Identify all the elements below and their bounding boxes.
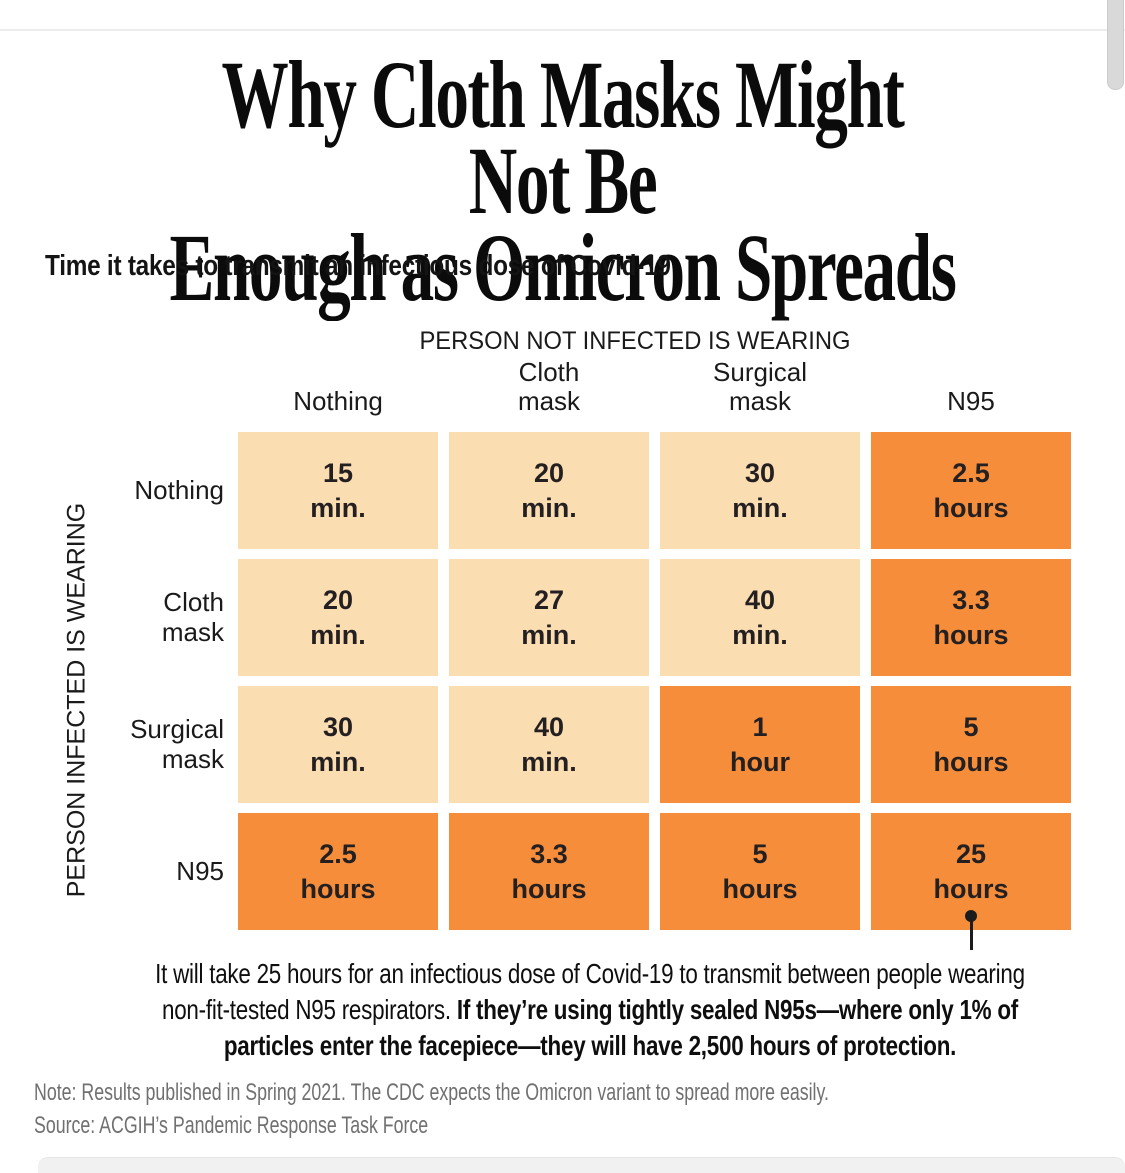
cell-value: 40 xyxy=(533,712,565,743)
cell-unit: min. xyxy=(732,492,788,523)
heatmap-cell-r1c2: 40 min. xyxy=(660,559,860,676)
cell-unit: min. xyxy=(310,746,366,777)
heatmap-cell-r2c0: 30 min. xyxy=(238,686,438,803)
column-header-cloth-mask: Cloth mask xyxy=(517,356,581,416)
annotation-line-2: non-fit-tested N95 respirators. If they’… xyxy=(162,993,1018,1025)
annotation-dot xyxy=(965,910,977,922)
cell-unit: hours xyxy=(511,873,587,904)
cell-unit: hours xyxy=(933,746,1009,777)
cell-value: 27 xyxy=(533,585,565,616)
next-card-top-edge xyxy=(38,1157,1125,1173)
row-label-surgical-mask: Surgical mask xyxy=(130,714,224,774)
row-label-nothing: Nothing xyxy=(134,474,224,505)
heatmap-cell-r2c1: 40 min. xyxy=(449,686,649,803)
cell-value: 2.5 xyxy=(952,458,990,489)
heatmap-cell-r1c3: 3.3 hours xyxy=(871,559,1071,676)
cell-unit: min. xyxy=(732,619,788,650)
source-text: Source: ACGIH’s Pandemic Response Task F… xyxy=(34,1112,429,1139)
chart-subtitle: Time it takes to transmit an infectious … xyxy=(45,250,671,282)
cell-unit: hours xyxy=(933,492,1009,523)
cell-value: 1 xyxy=(752,712,768,743)
page-title-line-2: Enough as Omicron Spreads xyxy=(169,213,957,321)
page-title-line-1: Why Cloth Masks Might Not Be xyxy=(221,41,905,235)
cell-value: 20 xyxy=(322,585,354,616)
cell-unit: min. xyxy=(521,492,577,523)
heatmap-cell-r0c0: 15 min. xyxy=(238,432,438,549)
heatmap-cell-r0c3: 2.5 hours xyxy=(871,432,1071,549)
column-header-nothing: Nothing xyxy=(293,385,383,416)
note-text: Note: Results published in Spring 2021. … xyxy=(34,1079,829,1106)
cell-unit: hour xyxy=(730,746,790,777)
annotation-line-1: It will take 25 hours for an infectious … xyxy=(155,958,1025,989)
top-divider xyxy=(0,29,1125,31)
cell-value: 20 xyxy=(533,458,565,489)
heatmap-cell-r0c2: 30 min. xyxy=(660,432,860,549)
cell-unit: min. xyxy=(310,492,366,523)
cell-unit: hours xyxy=(933,619,1009,650)
heatmap-cell-r3c2: 5 hours xyxy=(660,813,860,930)
scrollbar-thumb[interactable] xyxy=(1107,0,1124,90)
cell-value: 25 xyxy=(955,839,987,870)
cell-unit: min. xyxy=(310,619,366,650)
cell-value: 3.3 xyxy=(530,839,568,870)
row-label-n95: N95 xyxy=(176,855,224,886)
cell-value: 5 xyxy=(963,712,979,743)
cell-value: 2.5 xyxy=(319,839,357,870)
heatmap-cell-r1c1: 27 min. xyxy=(449,559,649,676)
heatmap-cell-r3c0: 2.5 hours xyxy=(238,813,438,930)
heatmap-cell-r0c1: 20 min. xyxy=(449,432,649,549)
cell-value: 40 xyxy=(744,585,776,616)
column-headers: Nothing Cloth mask Surgical mask N95 xyxy=(238,352,1071,424)
cell-unit: hours xyxy=(300,873,376,904)
x-axis-group-label: PERSON NOT INFECTED IS WEARING xyxy=(419,327,851,355)
annotation-pointer-line xyxy=(970,918,973,950)
cell-unit: hours xyxy=(722,873,798,904)
cell-unit: hours xyxy=(933,873,1009,904)
heatmap-grid: 15 min. 20 min. 30 min. 2.5 hours 20 min. 27 m… xyxy=(238,432,1071,930)
cell-value: 30 xyxy=(744,458,776,489)
heatmap-cell-r2c3: 5 hours xyxy=(871,686,1071,803)
cell-value: 30 xyxy=(322,712,354,743)
cell-value: 15 xyxy=(322,458,354,489)
cell-unit: min. xyxy=(521,619,577,650)
cell-value: 5 xyxy=(752,839,768,870)
cell-value: 3.3 xyxy=(952,585,990,616)
row-label-cloth-mask: Cloth mask xyxy=(161,587,224,647)
heatmap-cell-r2c2: 1 hour xyxy=(660,686,860,803)
column-header-n95: N95 xyxy=(947,385,995,416)
heatmap-cell-r1c0: 20 min. xyxy=(238,559,438,676)
heatmap-cell-r3c1: 3.3 hours xyxy=(449,813,649,930)
cell-unit: min. xyxy=(521,746,577,777)
annotation-text: It will take 25 hours for an infectious … xyxy=(118,956,1062,1063)
row-labels: Nothing Cloth mask Surgical mask N95 xyxy=(0,432,224,930)
y-axis-group-label: PERSON INFECTED IS WEARING xyxy=(62,502,91,898)
page-title: Why Cloth Masks Might Not Be Enough as O… xyxy=(169,41,957,321)
annotation-line-3: particles enter the facepiece—they will … xyxy=(223,1029,957,1061)
column-header-surgical-mask: Surgical mask xyxy=(713,356,807,416)
